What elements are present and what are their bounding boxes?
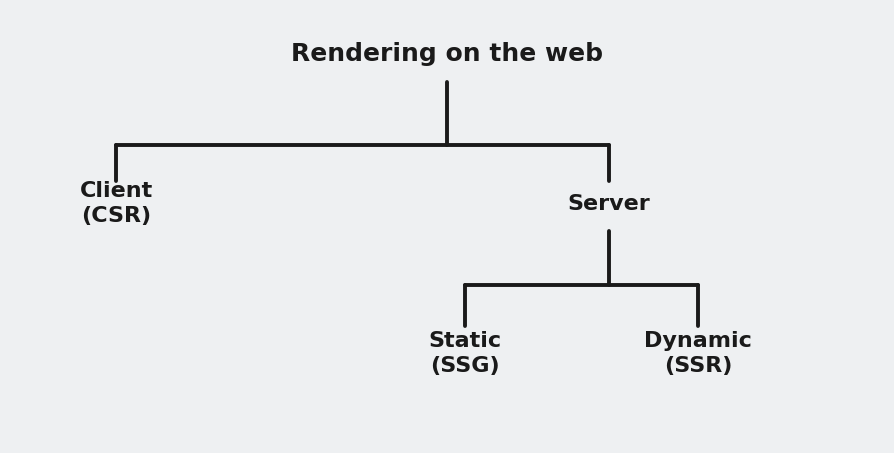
Text: Client
(CSR): Client (CSR) [80,182,153,226]
Text: Static
(SSG): Static (SSG) [428,331,502,376]
Text: Rendering on the web: Rendering on the web [291,43,603,66]
Text: Server: Server [567,194,649,214]
Text: Dynamic
(SSR): Dynamic (SSR) [644,331,751,376]
